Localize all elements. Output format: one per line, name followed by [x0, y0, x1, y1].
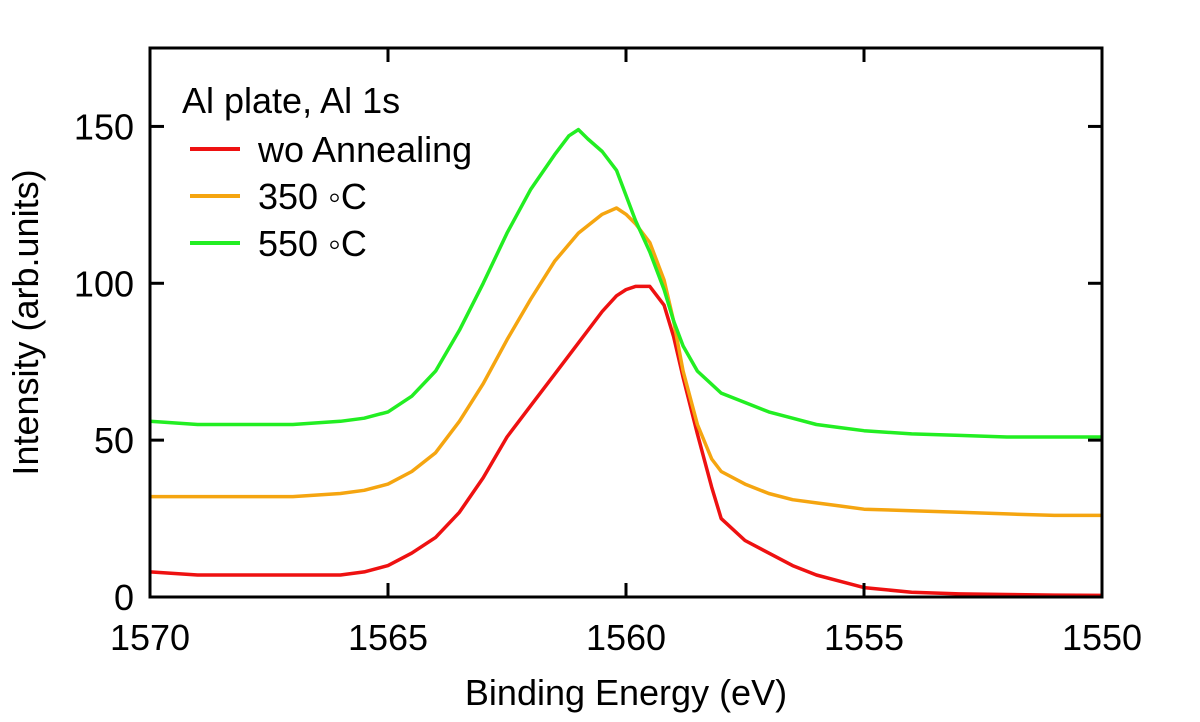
legend-label-1: 350 ◦C: [258, 176, 367, 217]
y-tick-label: 100: [74, 263, 134, 304]
tick-layer: 1570 1565 1560 1555 1550 0 50 100 150: [74, 48, 1142, 658]
legend-title: Al plate, Al 1s: [182, 80, 400, 121]
y-tick-label: 150: [74, 106, 134, 147]
x-axis-label: Binding Energy (eV): [465, 672, 787, 713]
series-layer: [149, 127, 1103, 598]
x-tick-label: 1565: [348, 617, 428, 658]
x-tick-label: 1555: [824, 617, 904, 658]
x-tick-label: 1570: [110, 617, 190, 658]
series-line-2: [149, 127, 1102, 439]
legend-label-0: wo Annealing: [257, 129, 472, 170]
y-tick-label: 50: [94, 420, 134, 461]
x-tick-label: 1550: [1062, 617, 1142, 658]
x-tick-label: 1560: [586, 617, 666, 658]
series-line-0: [149, 284, 1103, 598]
y-axis-label: Intensity (arb.units): [5, 169, 46, 475]
y-tick-label: 0: [114, 577, 134, 618]
legend-label-2: 550 ◦C: [258, 223, 367, 264]
legend: Al plate, Al 1s wo Annealing 350 ◦C 550 ◦C: [182, 80, 472, 264]
